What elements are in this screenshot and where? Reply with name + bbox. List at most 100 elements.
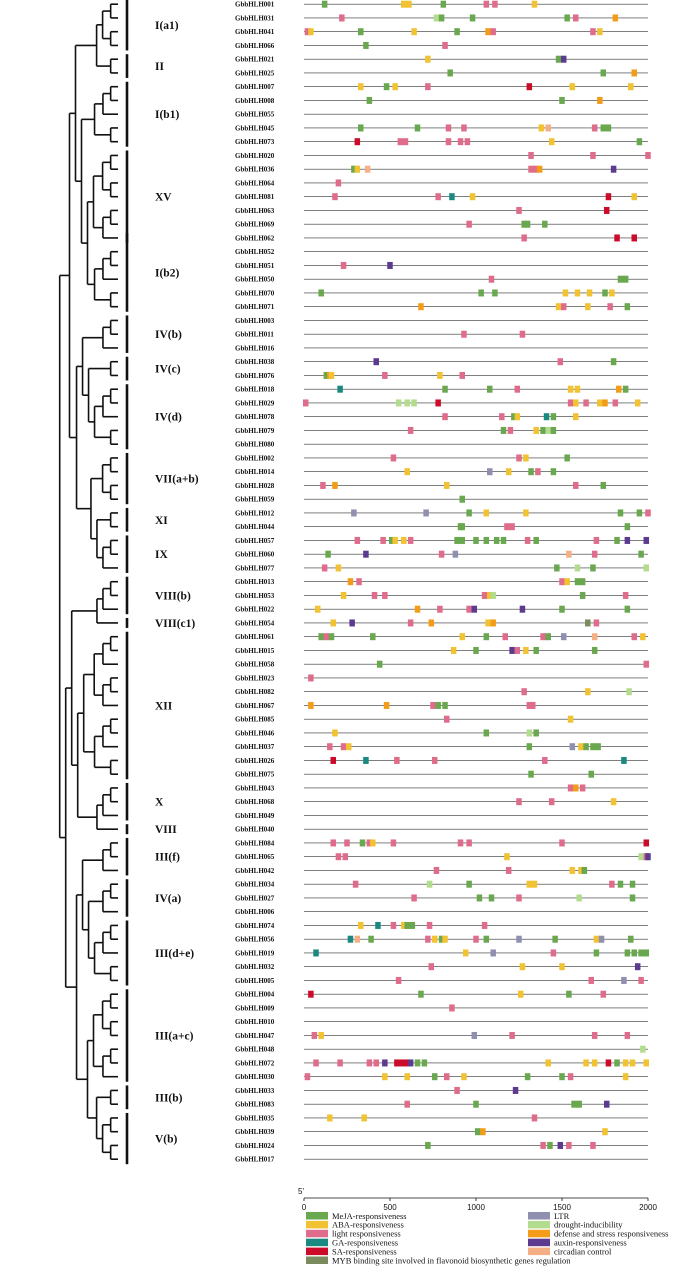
cis-element-light <box>308 674 314 682</box>
cis-element-auxin <box>373 358 379 366</box>
gene-label: GbbHLH035 <box>235 1114 275 1122</box>
gene-row: GbbHLH079 <box>235 426 648 435</box>
cis-element-light <box>449 1004 455 1012</box>
cis-element-light <box>505 866 512 874</box>
gene-label: GbbHLH042 <box>235 867 275 875</box>
clade-label: III(b) <box>155 1092 183 1104</box>
cis-element-meja <box>438 14 445 22</box>
cis-element-sa <box>603 206 610 214</box>
cis-element-light <box>340 261 347 269</box>
cis-element-aba <box>315 605 321 613</box>
cis-element-meja <box>624 605 631 613</box>
cis-element-light <box>397 138 404 146</box>
cis-element-light <box>559 839 565 847</box>
gene-label: GbbHLH004 <box>235 991 275 999</box>
cis-element-light <box>464 138 471 146</box>
clade-label: XII <box>155 700 173 712</box>
cis-element-sa <box>614 234 620 242</box>
gene-row: GbbHLH003 <box>235 317 648 325</box>
legend: MeJA-responsivenessABA-responsivenesslig… <box>306 1211 668 1265</box>
cis-element-meja <box>629 894 636 902</box>
gene-row: GbbHLH021 <box>235 55 648 64</box>
cis-element-meja <box>328 633 335 641</box>
cis-element-light <box>519 330 526 338</box>
cis-element-meja <box>323 371 330 379</box>
cis-element-light <box>352 880 359 888</box>
cis-element-drought <box>526 729 533 737</box>
cis-element-meja <box>473 536 479 544</box>
phylogenetic-tree <box>58 3 118 1160</box>
cis-element-aba <box>358 83 364 91</box>
gene-row: GbbHLH027 <box>235 894 648 902</box>
cis-element-auxin <box>349 619 355 627</box>
gene-label: GbbHLH083 <box>235 1101 275 1109</box>
cis-element-light <box>567 784 574 792</box>
gene-label: GbbHLH020 <box>235 152 275 160</box>
gene-label: GbbHLH079 <box>235 427 275 435</box>
cis-element-light <box>583 399 589 407</box>
gene-label: GbbHLH034 <box>235 881 275 889</box>
cis-element-drought <box>640 1045 646 1053</box>
gene-row: GbbHLH007 <box>235 83 648 91</box>
cis-element-drought <box>626 688 632 696</box>
cis-element-defense <box>490 619 496 627</box>
cis-element-aba <box>586 289 593 297</box>
cis-element-meja <box>574 578 581 586</box>
cis-element-light <box>457 138 464 146</box>
gene-row: GbbHLH044 <box>235 523 648 531</box>
gene-row: GbbHLH081 <box>235 193 648 201</box>
clade-label: I(b1) <box>155 109 179 121</box>
cis-element-myb <box>585 619 591 627</box>
gene-row: GbbHLH002 <box>235 454 648 462</box>
cis-element-meja <box>631 949 637 957</box>
gene-row: GbbHLH034 <box>235 880 648 889</box>
cis-element-meja <box>614 1059 620 1067</box>
cis-element-auxin <box>643 536 650 544</box>
cis-element-aba <box>308 28 314 36</box>
cis-element-meja <box>533 646 539 654</box>
cis-element-meja <box>521 220 527 228</box>
cis-element-light <box>461 330 467 338</box>
legend-label: MYB binding site involved in flavonoid b… <box>332 1255 571 1265</box>
cis-element-light <box>437 605 443 613</box>
clade-group: VIII(b) <box>125 576 191 615</box>
cis-element-light <box>466 839 472 847</box>
cis-element-light <box>438 550 445 558</box>
gene-label: GbbHLH075 <box>235 771 275 779</box>
clade-label: IV(d) <box>155 412 182 424</box>
cis-element-circadian <box>545 124 551 132</box>
gene-label: GbbHLH014 <box>235 468 275 476</box>
cis-element-meja <box>466 880 472 888</box>
cis-element-aba <box>519 963 526 971</box>
clade-group: XI <box>125 507 168 532</box>
cis-element-light <box>524 536 531 544</box>
cis-element-meja <box>638 550 644 558</box>
cis-element-auxin <box>560 55 567 63</box>
gene-row: GbbHLH085 <box>235 715 648 724</box>
cis-element-meja <box>487 385 493 393</box>
cis-element-meja <box>488 894 495 902</box>
gene-label: GbbHLH066 <box>235 42 275 50</box>
cis-element-auxin <box>363 550 369 558</box>
gene-label: GbbHLH084 <box>235 839 275 847</box>
clade-group: V(b) <box>125 1112 178 1165</box>
cis-element-aba <box>401 536 407 544</box>
cis-element-ga <box>375 921 381 929</box>
cis-element-aba <box>505 468 512 476</box>
gene-row: GbbHLH070 <box>235 289 648 297</box>
gene-row: GbbHLH039 <box>235 1128 648 1136</box>
cis-element-aba <box>318 1031 324 1039</box>
cis-element-meja <box>590 743 596 751</box>
cis-element-light <box>535 468 541 476</box>
cis-element-meja <box>533 536 539 544</box>
cis-element-light <box>516 798 522 806</box>
cis-element-defense <box>480 1128 486 1136</box>
gene-label: GbbHLH040 <box>235 826 275 834</box>
gene-label: GbbHLH002 <box>235 454 275 462</box>
cis-element-light <box>466 220 472 228</box>
cis-element-meja <box>431 1073 438 1081</box>
cis-element-light <box>516 206 522 214</box>
cis-element-meja <box>363 41 369 49</box>
gene-row: GbbHLH046 <box>235 729 648 737</box>
cis-element-sa <box>605 193 612 201</box>
